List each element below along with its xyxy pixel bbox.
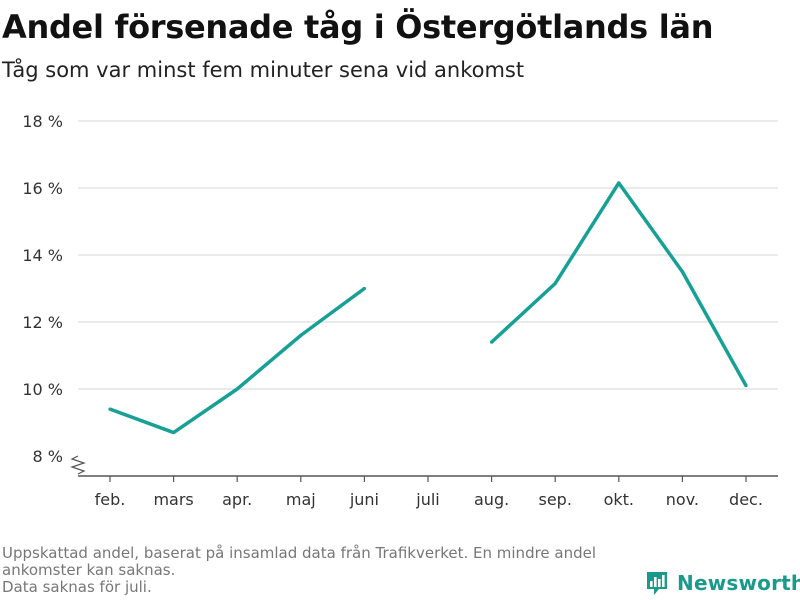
x-axis-tick-labels: feb. mars apr. maj juni juli aug. sep. okt. nov. d… xyxy=(95,476,763,509)
x-tick-label: feb. xyxy=(95,490,126,509)
data-point xyxy=(744,384,748,388)
y-tick-label: 8 % xyxy=(33,447,63,466)
gridlines xyxy=(78,120,778,390)
data-point xyxy=(235,387,239,391)
x-axis xyxy=(70,455,778,477)
y-axis-tick-labels: 8 % 10 % 12 % 14 % 16 % 18 % xyxy=(22,112,63,466)
x-tick-label: juni xyxy=(349,490,379,509)
data-point xyxy=(617,181,621,185)
data-point xyxy=(490,340,494,344)
data-point xyxy=(680,270,685,274)
y-tick-label: 10 % xyxy=(22,380,63,399)
x-tick-label: juli xyxy=(415,490,439,509)
data-point xyxy=(553,281,557,286)
footnote-line-3: Data saknas för juli. xyxy=(2,578,152,596)
bar-chart-logo-icon xyxy=(647,572,667,595)
y-tick-label: 14 % xyxy=(22,246,63,265)
chart-title: Andel försenade tåg i Östergötlands län xyxy=(2,8,714,46)
x-tick-label: apr. xyxy=(222,490,252,509)
x-tick-label: nov. xyxy=(666,490,699,509)
x-tick-label: mars xyxy=(153,490,193,509)
y-tick-label: 12 % xyxy=(22,313,63,332)
data-point xyxy=(172,430,176,435)
line-chart: 8 % 10 % 12 % 14 % 16 % 18 % feb. mars apr. maj j… xyxy=(22,112,778,509)
brand-logo: Newsworthy xyxy=(645,570,800,596)
x-tick-label: aug. xyxy=(474,490,509,509)
chart-subtitle: Tåg som var minst fem minuter sena vid a… xyxy=(2,58,525,82)
footnote: Uppskattad andel, baserat på insamlad da… xyxy=(2,545,642,596)
x-tick-label: maj xyxy=(286,490,316,509)
data-point xyxy=(108,407,112,411)
y-tick-label: 16 % xyxy=(22,179,63,198)
footnote-line-2: ankomster kan saknas. xyxy=(2,561,176,579)
x-tick-label: okt. xyxy=(604,490,634,509)
series-line-segment xyxy=(490,181,748,387)
brand-name: Newsworthy xyxy=(677,571,800,595)
data-point xyxy=(299,333,303,337)
axis-break-icon xyxy=(70,455,86,475)
x-tick-label: sep. xyxy=(538,490,571,509)
series-line-segment xyxy=(109,287,366,435)
y-tick-label: 18 % xyxy=(22,112,63,131)
footnote-line-1: Uppskattad andel, baserat på insamlad da… xyxy=(2,544,597,562)
data-point xyxy=(362,286,366,291)
x-tick-label: dec. xyxy=(729,490,763,509)
data-series xyxy=(108,181,748,435)
